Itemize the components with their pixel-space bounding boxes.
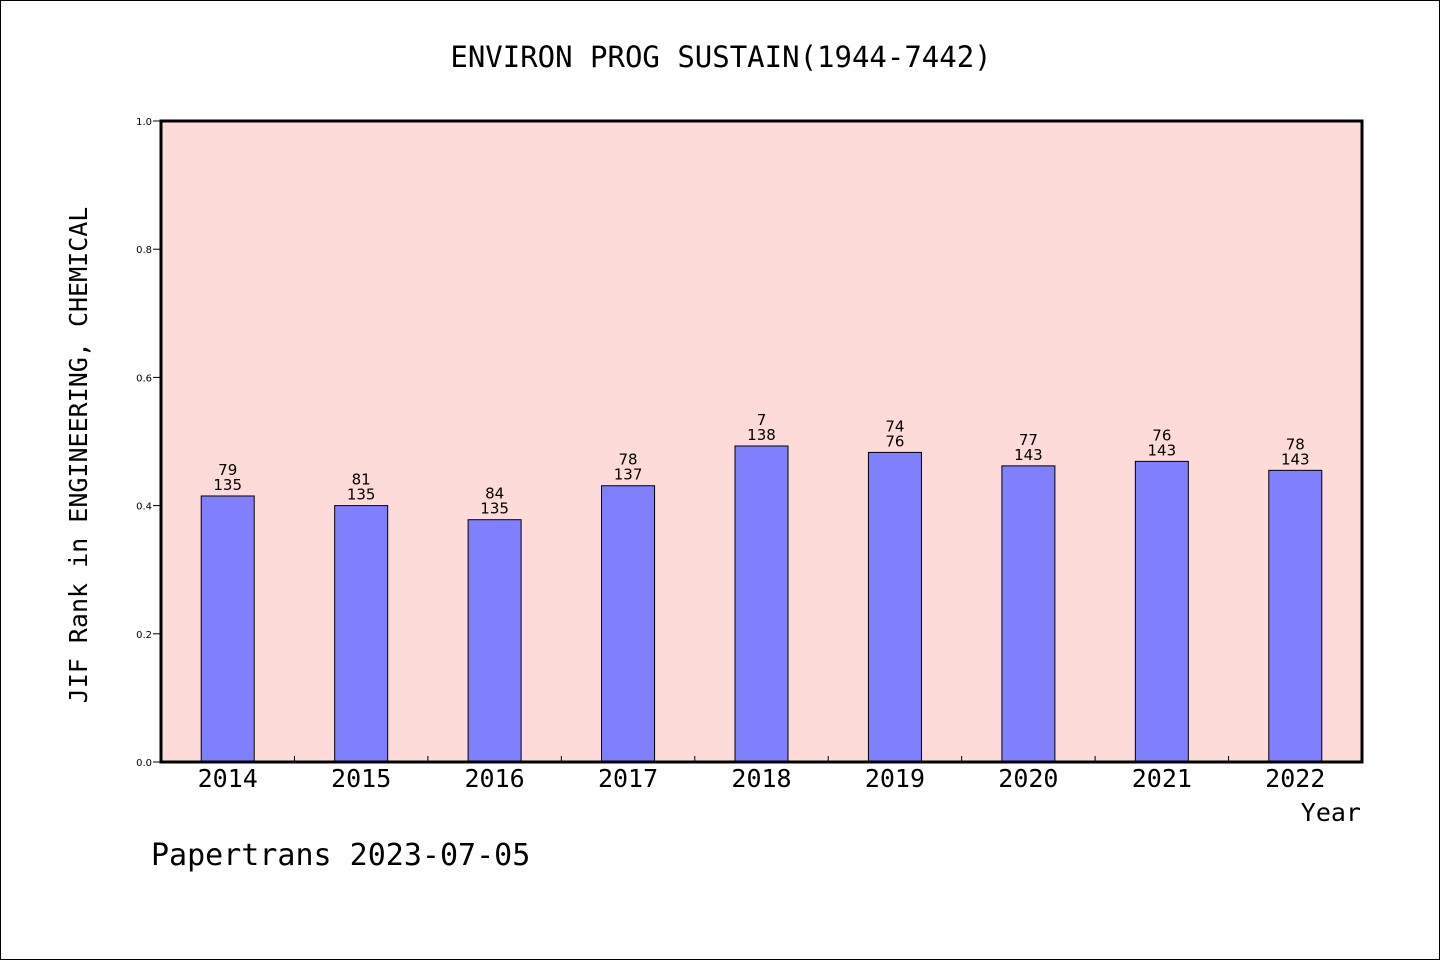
bar-rank-label: 76 (1152, 426, 1171, 444)
bar-2018 (734, 445, 789, 763)
bar-rank-label: 81 (352, 471, 371, 489)
bar-total-label: 138 (747, 426, 776, 444)
x-tick-label: 2020 (998, 764, 1058, 793)
bar-2020 (1001, 465, 1056, 763)
bar-total-label: 135 (480, 500, 509, 518)
bar-2016 (467, 519, 522, 763)
bar-total-label: 137 (614, 466, 643, 484)
bar-total-label: 143 (1281, 450, 1310, 468)
y-axis-label: JIF Rank in ENGINEERING, CHEMICAL (64, 207, 93, 704)
bar-2022 (1268, 469, 1323, 763)
bar-2015 (334, 505, 389, 763)
footer-credit: Papertrans 2023-07-05 (151, 838, 530, 873)
bar-total-label: 143 (1014, 446, 1043, 464)
bar-2017 (601, 485, 656, 763)
y-tick-label: 0.4 (136, 502, 152, 513)
y-tick-label: 0.0 (136, 758, 152, 769)
bar-total-label: 135 (347, 486, 376, 504)
bar-total-label: 143 (1148, 441, 1177, 459)
bar-2021 (1134, 460, 1189, 763)
x-tick-label: 2016 (465, 764, 525, 793)
bar-rank-label: 78 (1286, 435, 1305, 453)
x-tick-label: 2017 (598, 764, 658, 793)
x-tick-label: 2022 (1265, 764, 1325, 793)
plot-border (159, 119, 1364, 764)
y-tick-label: 1.0 (136, 117, 152, 128)
x-tick-label: 2015 (331, 764, 391, 793)
bar-rank-label: 84 (485, 485, 504, 503)
y-tick-label: 0.8 (136, 245, 152, 256)
bar-total-label: 76 (885, 432, 904, 450)
x-axis-label: Year (1301, 798, 1361, 827)
x-tick-label: 2018 (731, 764, 791, 793)
chart-title: ENVIRON PROG SUSTAIN(1944-7442) (450, 40, 991, 74)
bar-rank-label: 77 (1019, 431, 1038, 449)
x-tick-label: 2019 (865, 764, 925, 793)
bar-2019 (867, 451, 922, 763)
y-tick-label: 0.6 (136, 373, 152, 384)
x-tick-label: 2014 (198, 764, 258, 793)
bar-rank-label: 79 (218, 461, 237, 479)
bar-2014 (200, 495, 255, 763)
bar-rank-label: 74 (885, 417, 904, 435)
bar-total-label: 135 (213, 476, 242, 494)
x-tick-label: 2021 (1132, 764, 1192, 793)
y-tick-label: 0.2 (136, 630, 152, 641)
bar-rank-label: 7 (757, 411, 767, 429)
bar-rank-label: 78 (619, 451, 638, 469)
